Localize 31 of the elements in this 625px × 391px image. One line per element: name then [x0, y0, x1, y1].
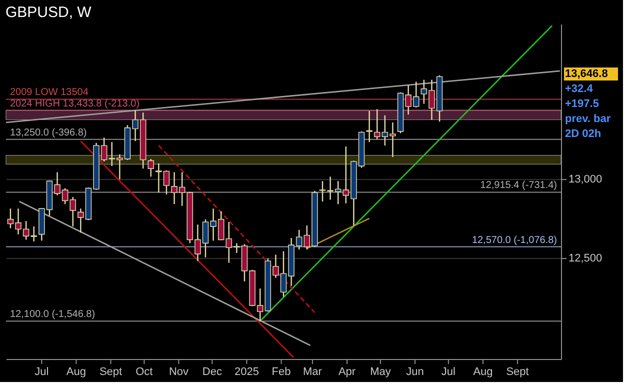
chart-title: GBPUSD, W: [6, 4, 92, 21]
x-tick-label: May: [370, 366, 392, 378]
x-tick-label: Dec: [202, 366, 222, 378]
candlestick: [148, 158, 154, 178]
ref-line-label: 12,100.0 (-1,546.8): [10, 309, 96, 320]
text: 13,646.8: [565, 68, 608, 80]
x-tick-label: Oct: [136, 366, 153, 378]
x-tick-label: 2025: [234, 366, 259, 378]
y-tick-label: 12,500: [568, 252, 602, 264]
x-tick-label: Aug: [473, 366, 493, 378]
ref-line-label: 12,915.4 (-731.4): [480, 180, 557, 192]
x-tick-label: Aug: [66, 366, 86, 378]
x-tick-label: Jul: [441, 366, 456, 378]
text: prev. bar: [565, 113, 612, 125]
text: 2D 02h: [565, 128, 602, 140]
text: +32.4: [565, 83, 594, 95]
x-tick-label: Jul: [34, 366, 49, 378]
x-tick-label: Sept: [506, 366, 529, 378]
ref-line-label: 12,570.0 (-1,076.8): [472, 234, 557, 246]
ref-line-label: 2009 LOW 13504: [10, 87, 89, 98]
text: +197.5: [565, 98, 599, 110]
x-tick-label: Nov: [168, 366, 190, 378]
x-tick-label: Feb: [272, 366, 291, 378]
candlestick: [366, 110, 372, 143]
x-tick-label: Sept: [99, 366, 122, 378]
x-tick-label: Jun: [406, 366, 424, 378]
ref-line-label: 2024 HIGH 13,433.8 (-213.0): [10, 98, 140, 110]
ref-line-label: 13,250.0 (-396.8): [10, 127, 87, 138]
x-tick-label: Apr: [338, 366, 356, 378]
y-tick-label: 13,000: [568, 173, 602, 186]
x-tick-label: Mar: [303, 366, 322, 378]
